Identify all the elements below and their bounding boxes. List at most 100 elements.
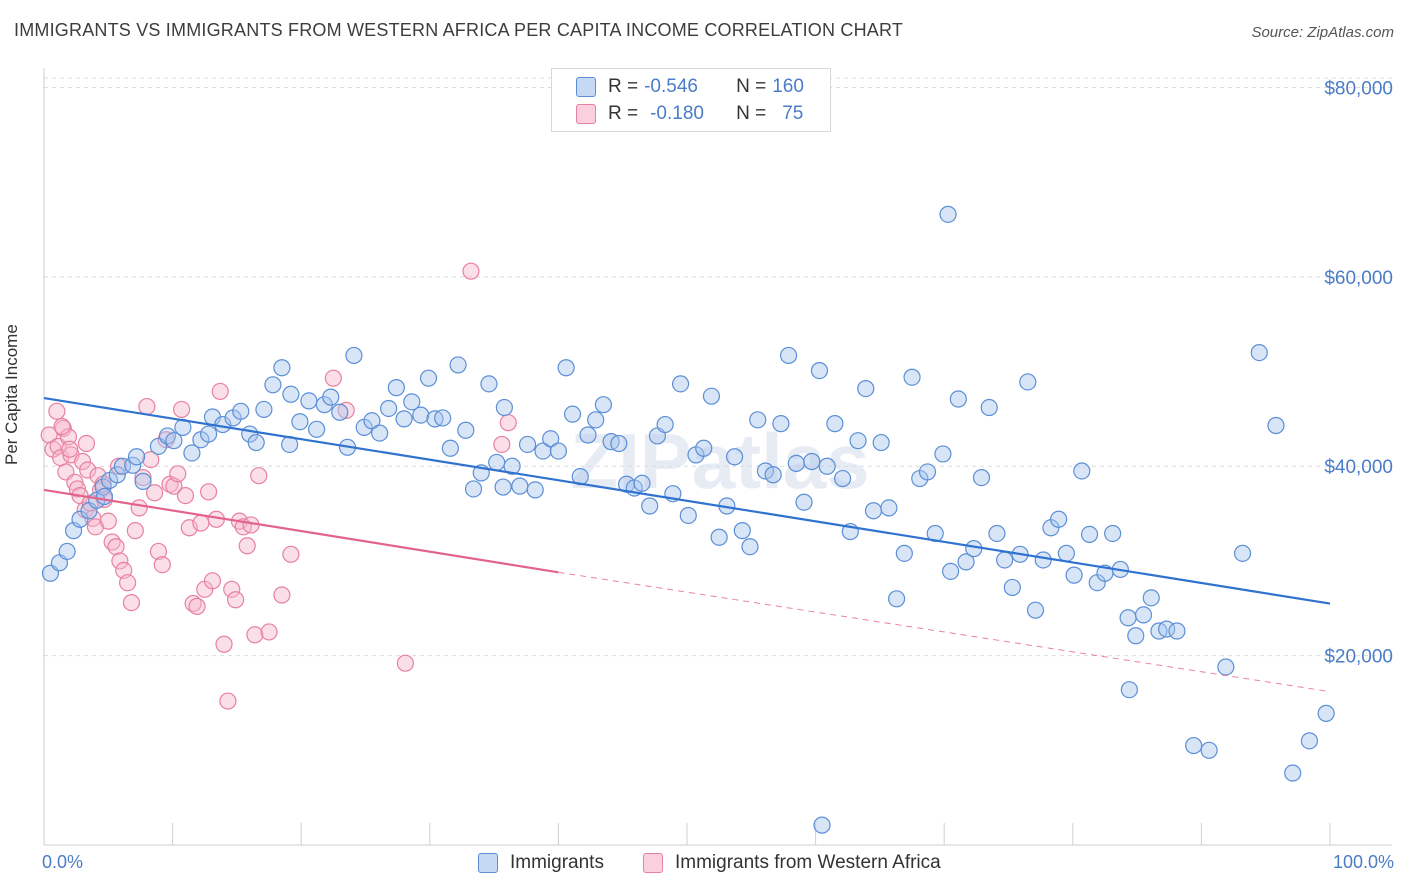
data-point-western-africa bbox=[192, 514, 210, 532]
data-point-immigrants bbox=[903, 368, 921, 386]
data-point-immigrants bbox=[542, 430, 560, 448]
data-point-immigrants bbox=[363, 412, 381, 430]
data-point-immigrants bbox=[1185, 736, 1203, 755]
data-point-immigrants bbox=[818, 457, 836, 475]
data-point-immigrants bbox=[942, 562, 960, 580]
data-point-immigrants bbox=[1026, 601, 1045, 619]
data-point-western-africa bbox=[122, 593, 141, 612]
y-tick-label: $80,000 bbox=[1324, 78, 1393, 99]
data-point-immigrants bbox=[1142, 589, 1160, 607]
data-point-immigrants bbox=[255, 400, 273, 419]
data-point-immigrants bbox=[972, 468, 991, 487]
data-point-immigrants bbox=[1104, 524, 1122, 543]
y-tick-label: $40,000 bbox=[1324, 457, 1393, 478]
data-point-western-africa bbox=[61, 440, 79, 458]
data-point-immigrants bbox=[371, 424, 389, 442]
data-point-immigrants bbox=[1217, 658, 1235, 676]
data-point-immigrants bbox=[108, 466, 126, 484]
data-point-western-africa bbox=[53, 417, 71, 436]
source-credit: Source: ZipAtlas.com bbox=[1251, 24, 1394, 41]
data-point-western-africa bbox=[282, 545, 300, 563]
data-point-western-africa bbox=[138, 397, 156, 416]
data-point-immigrants bbox=[1168, 622, 1186, 640]
data-point-immigrants bbox=[331, 403, 349, 421]
data-point-immigrants bbox=[880, 499, 898, 517]
data-point-western-africa bbox=[145, 484, 164, 502]
data-point-western-africa bbox=[118, 574, 137, 592]
data-point-immigrants bbox=[494, 478, 512, 496]
data-point-immigrants bbox=[232, 402, 250, 420]
data-point-western-africa bbox=[109, 457, 128, 475]
data-point-immigrants bbox=[1127, 627, 1145, 645]
y-tick-label: $20,000 bbox=[1324, 647, 1393, 668]
data-point-western-africa bbox=[176, 486, 195, 505]
data-point-immigrants bbox=[1158, 620, 1176, 638]
data-point-immigrants bbox=[419, 369, 438, 387]
data-point-western-africa bbox=[79, 461, 97, 479]
data-point-western-africa bbox=[219, 692, 237, 710]
legend-r-label: R = bbox=[608, 103, 639, 124]
data-point-immigrants bbox=[526, 481, 544, 499]
bottom-legend-swatch-blue bbox=[478, 853, 498, 873]
data-point-immigrants bbox=[996, 551, 1014, 569]
x-tick-label-min: 0.0% bbox=[42, 852, 84, 872]
data-point-immigrants bbox=[787, 454, 805, 472]
data-point-immigrants bbox=[1003, 578, 1021, 597]
data-point-immigrants bbox=[1250, 344, 1268, 362]
data-point-immigrants bbox=[395, 410, 413, 428]
data-point-immigrants bbox=[1267, 416, 1285, 435]
data-point-immigrants bbox=[939, 205, 957, 223]
data-point-immigrants bbox=[934, 445, 952, 463]
data-point-immigrants bbox=[480, 375, 498, 393]
data-point-immigrants bbox=[1284, 764, 1302, 782]
data-point-immigrants bbox=[679, 506, 697, 525]
legend-row-immigrants: R = -0.546 N = 160 bbox=[552, 73, 804, 101]
data-point-immigrants bbox=[610, 434, 628, 453]
legend-swatch-pink bbox=[576, 104, 596, 124]
data-point-immigrants bbox=[918, 463, 937, 481]
data-point-immigrants bbox=[1134, 606, 1153, 624]
data-point-western-africa bbox=[126, 522, 144, 540]
data-point-immigrants bbox=[1317, 704, 1335, 722]
data-point-western-africa bbox=[173, 400, 191, 419]
data-point-western-africa bbox=[246, 626, 264, 644]
data-point-immigrants bbox=[58, 542, 76, 561]
data-point-immigrants bbox=[702, 387, 721, 405]
data-point-immigrants bbox=[464, 480, 483, 498]
gridlines bbox=[44, 77, 1392, 657]
data-point-immigrants bbox=[322, 388, 340, 406]
data-point-western-africa bbox=[493, 435, 511, 454]
data-point-western-africa bbox=[169, 465, 187, 483]
data-point-immigrants bbox=[1200, 741, 1218, 759]
data-point-immigrants bbox=[749, 411, 767, 429]
legend-row-western-africa: R = -0.180 N = 75 bbox=[552, 100, 803, 128]
data-point-western-africa bbox=[238, 537, 256, 555]
data-point-immigrants bbox=[308, 420, 326, 438]
data-point-immigrants bbox=[764, 466, 782, 484]
data-point-immigrants bbox=[557, 359, 575, 377]
data-point-western-africa bbox=[215, 635, 233, 653]
data-point-western-africa bbox=[396, 654, 414, 672]
legend-r-value: -0.546 bbox=[644, 76, 698, 97]
data-point-western-africa bbox=[149, 542, 168, 561]
trend-line-immigrants bbox=[43, 396, 1331, 605]
data-point-immigrants bbox=[291, 413, 309, 431]
trend-line-western-africa-extension bbox=[558, 571, 1331, 693]
data-point-immigrants bbox=[434, 409, 452, 427]
data-point-immigrants bbox=[810, 361, 829, 380]
data-point-immigrants bbox=[980, 398, 998, 417]
data-point-immigrants bbox=[671, 375, 690, 393]
data-point-immigrants bbox=[563, 405, 582, 423]
data-point-immigrants bbox=[511, 477, 529, 495]
data-point-immigrants bbox=[441, 439, 459, 457]
y-axis-label: Per Capita Income bbox=[2, 324, 21, 465]
data-point-immigrants bbox=[656, 415, 674, 434]
data-point-immigrants bbox=[957, 553, 975, 571]
data-point-immigrants bbox=[503, 457, 521, 475]
data-point-western-africa bbox=[142, 451, 160, 469]
data-point-western-africa bbox=[337, 401, 355, 419]
data-point-western-africa bbox=[188, 597, 206, 615]
data-point-western-africa bbox=[40, 426, 58, 444]
data-point-immigrants bbox=[200, 425, 218, 443]
